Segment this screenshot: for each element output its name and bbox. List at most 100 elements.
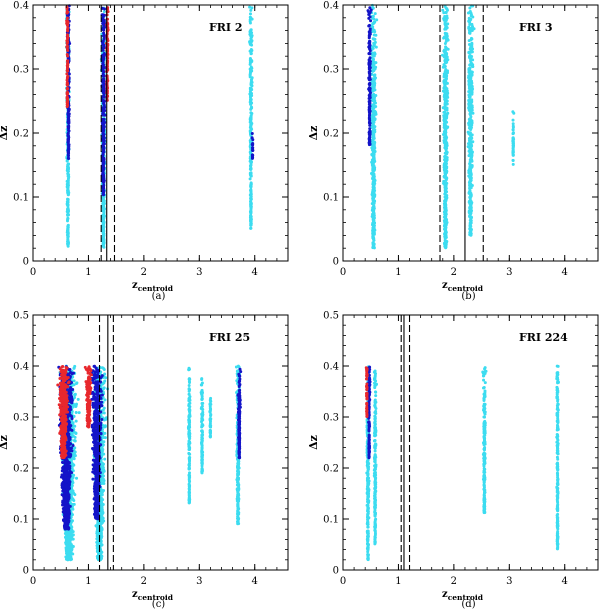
- data-point: [72, 464, 75, 467]
- data-point: [101, 231, 104, 234]
- data-point: [443, 116, 446, 119]
- data-point: [250, 183, 253, 186]
- data-point: [102, 167, 105, 170]
- data-point: [468, 166, 471, 169]
- data-point: [66, 17, 69, 20]
- data-point: [375, 46, 378, 49]
- data-point: [469, 205, 472, 208]
- data-point: [66, 98, 69, 101]
- data-point: [444, 140, 447, 143]
- data-point: [102, 130, 105, 133]
- data-point: [444, 83, 447, 86]
- data-point: [469, 137, 472, 140]
- data-point: [473, 27, 476, 30]
- data-point: [512, 112, 515, 115]
- data-point: [367, 24, 370, 27]
- data-point: [251, 155, 254, 158]
- data-point: [369, 31, 372, 34]
- data-point: [444, 211, 447, 214]
- data-point: [512, 159, 515, 162]
- panel-title: FRI 2: [209, 21, 243, 34]
- cluster-red-1: [65, 5, 69, 108]
- data-point: [373, 29, 376, 32]
- data-point: [249, 31, 252, 34]
- data-point: [445, 166, 448, 169]
- data-point: [444, 240, 447, 243]
- data-point: [78, 411, 81, 414]
- data-point: [445, 48, 448, 51]
- data-point: [66, 185, 69, 188]
- data-point: [75, 411, 78, 414]
- x-tick-label: 0: [340, 267, 346, 278]
- data-point: [368, 48, 371, 51]
- data-point: [74, 393, 77, 396]
- data-point: [102, 57, 105, 60]
- data-point: [373, 80, 376, 83]
- data-point: [372, 173, 375, 176]
- y-axis-label: Δz: [0, 126, 10, 141]
- data-point: [444, 226, 447, 229]
- data-point: [445, 182, 448, 185]
- data-point: [511, 150, 514, 153]
- data-point: [470, 201, 473, 204]
- data-point: [249, 177, 252, 180]
- data-point: [443, 164, 446, 167]
- data-point: [102, 225, 105, 228]
- data-point: [249, 50, 252, 53]
- data-point: [101, 68, 104, 71]
- data-point: [66, 81, 69, 84]
- panel-title: FRI 3: [519, 21, 553, 34]
- data-point: [471, 160, 474, 163]
- panel-caption: (a): [152, 291, 166, 302]
- data-point: [67, 145, 70, 148]
- data-point: [368, 45, 371, 48]
- data-point: [66, 240, 69, 243]
- data-point: [512, 128, 515, 131]
- data-point: [368, 64, 371, 67]
- data-point: [67, 157, 70, 160]
- data-point: [469, 170, 472, 173]
- data-point: [66, 63, 69, 66]
- data-point: [249, 186, 252, 189]
- data-point: [73, 439, 76, 442]
- data-point: [67, 170, 70, 173]
- data-point: [444, 207, 447, 210]
- data-point: [372, 155, 375, 158]
- data-point: [67, 112, 70, 115]
- data-point: [65, 12, 68, 15]
- data-point: [66, 42, 69, 45]
- data-point: [250, 69, 253, 72]
- data-point: [250, 160, 253, 163]
- data-point: [102, 214, 105, 217]
- data-point: [102, 175, 105, 178]
- data-point: [444, 72, 447, 75]
- data-point: [446, 35, 449, 38]
- x-tick-label: 1: [395, 267, 401, 278]
- data-point: [368, 71, 371, 74]
- data-point: [372, 96, 375, 99]
- y-tick-label: 0.4: [13, 1, 29, 12]
- data-point: [67, 531, 70, 534]
- data-point: [67, 141, 70, 144]
- data-point: [373, 21, 376, 24]
- data-point: [69, 558, 72, 561]
- data-point: [373, 137, 376, 140]
- data-point: [249, 100, 252, 103]
- data-point: [469, 194, 472, 197]
- data-point: [102, 139, 105, 142]
- data-point: [373, 73, 376, 76]
- data-point: [372, 103, 375, 106]
- data-point: [67, 163, 70, 166]
- data-point: [67, 173, 70, 176]
- data-point: [72, 455, 75, 458]
- data-point: [447, 39, 450, 42]
- data-point: [250, 210, 253, 213]
- data-point: [67, 117, 70, 120]
- data-point: [67, 138, 70, 141]
- data-point: [446, 22, 449, 25]
- data-point: [468, 6, 471, 9]
- data-point: [372, 47, 375, 50]
- data-point: [470, 144, 473, 147]
- data-point: [444, 157, 447, 160]
- data-point: [467, 142, 470, 145]
